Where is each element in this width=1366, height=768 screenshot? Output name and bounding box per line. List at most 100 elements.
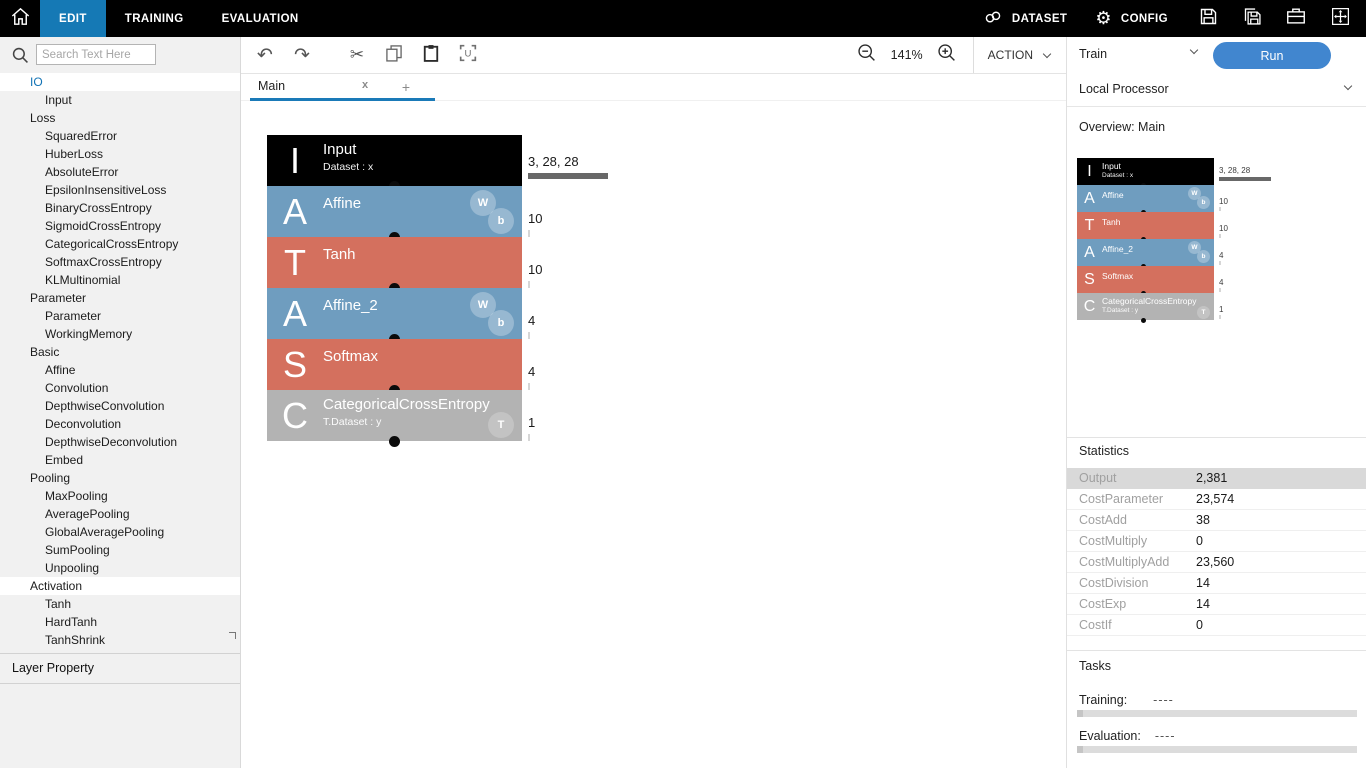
tree-item-sigmoidcrossentropy[interactable]: SigmoidCrossEntropy [45, 219, 162, 233]
node-softmax[interactable]: S Softmax [267, 339, 522, 390]
tree-item-parameter[interactable]: Parameter [45, 309, 102, 323]
fit-window-button[interactable] [1328, 7, 1352, 31]
stat-row-costmultiplyadd[interactable]: CostMultiplyAdd 23,560 [1067, 552, 1366, 573]
node-title: CategoricalCrossEntropy [323, 396, 490, 413]
minimap-node-texts: Softmax [1102, 266, 1133, 293]
stat-value: 0 [1196, 618, 1203, 632]
stat-row-output[interactable]: Output 2,381 [1067, 468, 1366, 489]
node-title: Softmax [323, 348, 379, 365]
minimap-node-letter: T [1084, 216, 1095, 234]
stat-label: CostExp [1079, 597, 1127, 611]
create-unit-button[interactable]: U [456, 43, 480, 67]
node-letter: A [282, 292, 307, 334]
save-button[interactable] [1196, 7, 1220, 31]
statistics-table: Output 2,381 CostParameter 23,574 CostAdd 38 C… [1067, 468, 1366, 636]
tree-item-categoricalcrossentropy[interactable]: CategoricalCrossEntropy [45, 237, 179, 251]
zoom-in-icon [936, 42, 957, 68]
dataset-menu-button[interactable]: DATASET [983, 7, 1067, 30]
tree-item-affine[interactable]: Affine [45, 363, 76, 377]
top-tab-training[interactable]: TRAINING [124, 12, 184, 25]
statistics-title: Statistics [1079, 444, 1130, 458]
tree-item-input[interactable]: Input [45, 93, 72, 107]
tree-item-parameter[interactable]: Parameter [30, 291, 87, 305]
home-button[interactable] [0, 0, 40, 37]
cut-button[interactable]: ✂ [345, 43, 369, 67]
minimap-output-shape-label: 10 [1219, 224, 1228, 233]
tree-item-depthwiseconvolution[interactable]: DepthwiseConvolution [45, 399, 165, 413]
overview-title: Overview: Main [1079, 120, 1166, 134]
zoom-in-button[interactable] [935, 43, 959, 67]
search-input[interactable] [36, 44, 156, 65]
node-categoricalcrossentropy[interactable]: C CategoricalCrossEntropy T.Dataset : y T [267, 390, 522, 441]
tree-item-softmaxcrossentropy[interactable]: SoftmaxCrossEntropy [45, 255, 162, 269]
save-as-button[interactable] [1240, 7, 1264, 31]
undo-icon: ↶ [257, 43, 273, 66]
training-task-label: Training: [1079, 693, 1128, 707]
tree-item-absoluteerror[interactable]: AbsoluteError [45, 165, 119, 179]
tab-main[interactable]: Main x [250, 74, 435, 101]
new-tab-button[interactable]: + [401, 79, 411, 95]
tree-item-sumpooling[interactable]: SumPooling [45, 543, 110, 557]
copy-button[interactable] [382, 43, 406, 67]
tree-item-binarycrossentropy[interactable]: BinaryCrossEntropy [45, 201, 152, 215]
connector-dot[interactable] [389, 435, 400, 447]
tree-item-maxpooling[interactable]: MaxPooling [45, 489, 108, 503]
tree-item-deconvolution[interactable]: Deconvolution [45, 417, 122, 431]
tree-item-loss[interactable]: Loss [30, 111, 56, 125]
minimap-node-letter: A [1084, 243, 1095, 261]
tree-item-hardtanh[interactable]: HardTanh [45, 615, 98, 629]
minimap-output-shape-label: 4 [1219, 278, 1224, 287]
node-input[interactable]: I Input Dataset : x [267, 135, 522, 186]
zoom-out-button[interactable] [855, 43, 879, 67]
panel-resize-grip[interactable] [229, 632, 236, 639]
stat-row-costexp[interactable]: CostExp 14 [1067, 594, 1366, 615]
tree-item-pooling[interactable]: Pooling [30, 471, 71, 485]
stat-row-costmultiply[interactable]: CostMultiply 0 [1067, 531, 1366, 552]
chevron-down-icon[interactable] [1189, 45, 1199, 55]
stat-row-costdivision[interactable]: CostDivision 14 [1067, 573, 1366, 594]
tree-item-tanh[interactable]: Tanh [45, 597, 72, 611]
redo-button[interactable]: ↷ [290, 43, 314, 67]
tree-item-globalaveragepooling[interactable]: GlobalAveragePooling [45, 525, 165, 539]
stat-row-costadd[interactable]: CostAdd 38 [1067, 510, 1366, 531]
processor-dropdown[interactable]: Local Processor [1067, 74, 1366, 107]
output-shape-label: 4 [528, 313, 536, 328]
top-tab-evaluation[interactable]: EVALUATION [221, 12, 299, 25]
toolbox-button[interactable] [1284, 7, 1308, 31]
tree-item-squarederror[interactable]: SquaredError [45, 129, 118, 143]
tab-close-button[interactable]: x [362, 79, 369, 91]
run-mode-dropdown[interactable]: Train [1079, 47, 1108, 61]
undo-button[interactable]: ↶ [253, 43, 277, 67]
tree-item-unpooling[interactable]: Unpooling [45, 561, 100, 575]
minimap-node-title: Tanh [1102, 217, 1121, 227]
tree-item-tanhshrink[interactable]: TanhShrink [45, 633, 106, 647]
chevron-down-icon [1042, 49, 1052, 58]
tree-item-averagepooling[interactable]: AveragePooling [45, 507, 130, 521]
tree-item-huberloss[interactable]: HuberLoss [45, 147, 104, 161]
config-menu-button[interactable]: ⚙ CONFIG [1095, 9, 1168, 28]
stat-row-costparameter[interactable]: CostParameter 23,574 [1067, 489, 1366, 510]
tree-item-activation[interactable]: Activation [0, 577, 240, 595]
svg-text:U: U [465, 48, 472, 59]
tree-item-klmultinomial[interactable]: KLMultinomial [45, 273, 121, 287]
node-title: Tanh [323, 246, 356, 263]
stat-value: 14 [1196, 597, 1210, 611]
action-dropdown[interactable]: ACTION [988, 48, 1052, 62]
tree-item-workingmemory[interactable]: WorkingMemory [45, 327, 133, 341]
paste-button[interactable] [419, 43, 443, 67]
stat-row-costif[interactable]: CostIf 0 [1067, 615, 1366, 636]
tree-item-io[interactable]: IO [0, 73, 240, 91]
tree-item-basic[interactable]: Basic [30, 345, 60, 359]
evaluation-progress-bar [1077, 746, 1357, 753]
node-tanh[interactable]: T Tanh [267, 237, 522, 288]
toolbar-separator [972, 37, 974, 73]
tree-item-epsiloninsensitiveloss[interactable]: EpsilonInsensitiveLoss [45, 183, 167, 197]
tree-item-convolution[interactable]: Convolution [45, 381, 109, 395]
top-tab-edit[interactable]: EDIT [40, 0, 106, 37]
tree-item-embed[interactable]: Embed [45, 453, 84, 467]
tree-item-depthwisedeconvolution[interactable]: DepthwiseDeconvolution [45, 435, 178, 449]
run-button[interactable]: Run [1213, 42, 1331, 69]
